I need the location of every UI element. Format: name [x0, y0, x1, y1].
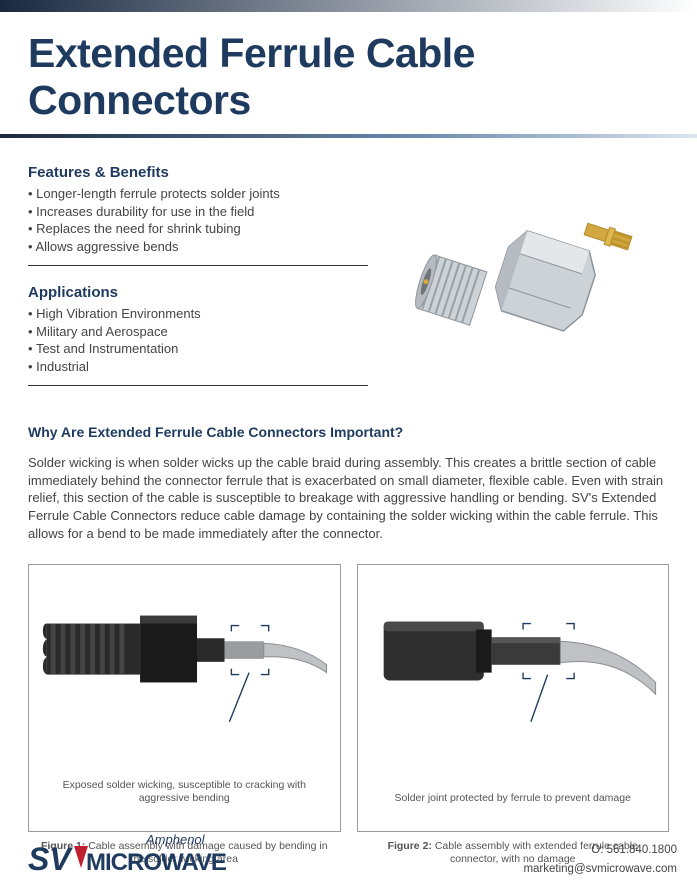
- list-item: Allows aggressive bends: [28, 238, 368, 256]
- figure-2-inside-caption: Solder joint protected by ferrule to pre…: [378, 792, 649, 805]
- phone-label: O:: [591, 844, 603, 856]
- features-heading: Features & Benefits: [28, 164, 368, 181]
- section-divider: [28, 265, 368, 266]
- figure-2-wrapper: Solder joint protected by ferrule to pre…: [357, 564, 670, 866]
- why-body: Solder wicking is when solder wicks up t…: [28, 454, 669, 542]
- section-divider: [28, 385, 368, 386]
- list-item: Industrial: [28, 358, 368, 376]
- list-item: High Vibration Environments: [28, 305, 368, 323]
- list-item: Test and Instrumentation: [28, 340, 368, 358]
- page-title: Extended Ferrule Cable Connectors: [28, 30, 669, 124]
- logo-sv-text: SV: [28, 841, 73, 877]
- phone-line: O: 561.840.1800: [523, 841, 677, 859]
- figures-row: Exposed solder wicking, susceptible to c…: [28, 564, 669, 866]
- footer: Amphenol SV MICROWAVE O: 561.840.1800 ma…: [28, 830, 677, 878]
- figure-1-wrapper: Exposed solder wicking, susceptible to c…: [28, 564, 341, 866]
- logo: Amphenol SV MICROWAVE: [28, 830, 258, 878]
- sv-microwave-logo: Amphenol SV MICROWAVE: [28, 830, 258, 878]
- upper-two-column: Features & Benefits Longer-length ferrul…: [28, 164, 669, 404]
- email: marketing@svmicrowave.com: [523, 860, 677, 878]
- list-item: Longer-length ferrule protects solder jo…: [28, 185, 368, 203]
- top-gradient-bar: [0, 0, 697, 12]
- why-heading: Why Are Extended Ferrule Cable Connector…: [28, 424, 669, 440]
- connector-illustration: [414, 194, 644, 374]
- list-item: Replaces the need for shrink tubing: [28, 220, 368, 238]
- list-item: Increases durability for use in the fiel…: [28, 203, 368, 221]
- applications-heading: Applications: [28, 284, 368, 301]
- applications-list: High Vibration Environments Military and…: [28, 305, 368, 375]
- logo-amphenol-text: Amphenol: [145, 832, 206, 847]
- figure-1-inside-caption: Exposed solder wicking, susceptible to c…: [49, 779, 320, 805]
- figure-2-box: Solder joint protected by ferrule to pre…: [357, 564, 670, 832]
- main-content: Features & Benefits Longer-length ferrul…: [0, 138, 697, 876]
- list-item: Military and Aerospace: [28, 323, 368, 341]
- features-list: Longer-length ferrule protects solder jo…: [28, 185, 368, 255]
- contact-info: O: 561.840.1800 marketing@svmicrowave.co…: [523, 841, 677, 878]
- phone-number: 561.840.1800: [607, 844, 677, 856]
- product-image-area: [388, 164, 669, 404]
- title-section: Extended Ferrule Cable Connectors: [0, 12, 697, 134]
- left-column: Features & Benefits Longer-length ferrul…: [28, 164, 368, 404]
- figure-2-illustration: [366, 573, 661, 733]
- figure-1-box: Exposed solder wicking, susceptible to c…: [28, 564, 341, 832]
- logo-microwave-text: MICROWAVE: [86, 849, 227, 876]
- figure-1-illustration: [37, 573, 332, 733]
